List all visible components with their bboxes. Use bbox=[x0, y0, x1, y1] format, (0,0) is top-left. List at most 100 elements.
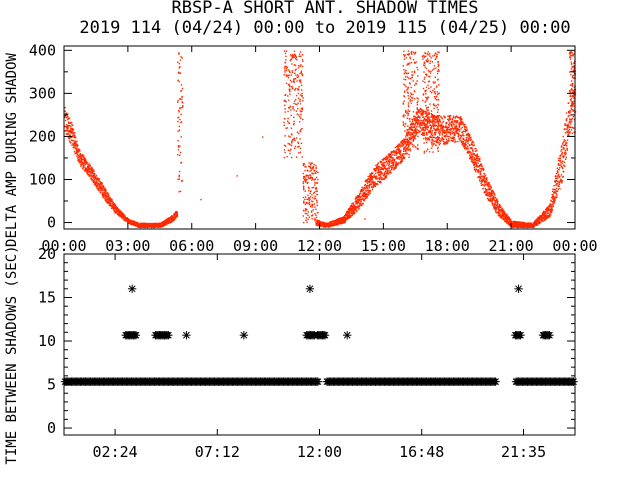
amplitude-point bbox=[453, 134, 455, 136]
amplitude-point bbox=[431, 141, 433, 143]
amplitude-point bbox=[316, 222, 319, 224]
amplitude-point bbox=[406, 132, 408, 134]
amplitude-point bbox=[297, 146, 299, 148]
amplitude-point bbox=[289, 79, 292, 82]
amplitude-point bbox=[544, 212, 546, 214]
amplitude-point bbox=[78, 156, 80, 158]
amplitude-point bbox=[173, 219, 175, 221]
amplitude-point bbox=[352, 210, 355, 212]
amplitude-point bbox=[83, 162, 86, 164]
amplitude-point bbox=[83, 155, 85, 157]
amplitude-point bbox=[308, 203, 311, 205]
amplitude-point bbox=[96, 182, 99, 184]
amplitude-point bbox=[564, 132, 567, 134]
amplitude-point bbox=[391, 168, 393, 171]
amplitude-point bbox=[77, 151, 79, 153]
amplitude-point bbox=[358, 205, 361, 207]
amplitude-point bbox=[181, 98, 183, 101]
amplitude-point bbox=[77, 158, 79, 161]
amplitude-point bbox=[405, 111, 407, 113]
amplitude-point bbox=[483, 191, 486, 193]
amplitude-point bbox=[68, 140, 71, 142]
amplitude-point bbox=[406, 143, 409, 145]
amplitude-point bbox=[570, 95, 572, 97]
amplitude-point bbox=[375, 169, 378, 172]
amplitude-point bbox=[407, 54, 410, 56]
amplitude-point bbox=[313, 219, 316, 221]
amplitude-point bbox=[305, 175, 307, 177]
amplitude-point bbox=[413, 115, 416, 117]
amplitude-point bbox=[181, 87, 184, 90]
amplitude-point bbox=[173, 214, 176, 216]
amplitude-point bbox=[495, 199, 497, 202]
amplitude-point bbox=[303, 163, 305, 165]
amplitude-point bbox=[91, 170, 94, 172]
amplitude-point bbox=[349, 208, 352, 211]
amplitude-point bbox=[536, 219, 538, 221]
amplitude-point bbox=[383, 164, 386, 166]
amplitude-point bbox=[518, 224, 520, 227]
amplitude-point bbox=[382, 178, 384, 180]
amplitude-point bbox=[432, 124, 435, 126]
amplitude-point bbox=[70, 130, 72, 133]
amplitude-point bbox=[403, 143, 405, 146]
amplitude-point bbox=[368, 185, 371, 188]
amplitude-point bbox=[540, 221, 542, 223]
amplitude-point bbox=[305, 209, 307, 211]
amplitude-point bbox=[438, 131, 440, 133]
amplitude-point bbox=[84, 164, 87, 166]
amplitude-point bbox=[93, 170, 95, 172]
amplitude-point bbox=[297, 108, 299, 110]
amplitude-point bbox=[571, 94, 574, 97]
amplitude-point bbox=[292, 124, 295, 126]
amplitude-point bbox=[289, 136, 291, 138]
amplitude-point bbox=[303, 177, 305, 180]
amplitude-point bbox=[438, 129, 440, 131]
amplitude-point bbox=[487, 194, 490, 197]
amplitude-point bbox=[561, 162, 563, 165]
amplitude-point bbox=[393, 154, 396, 156]
amplitude-point bbox=[427, 113, 429, 115]
amplitude-point bbox=[344, 215, 346, 217]
amplitude-point bbox=[432, 135, 434, 137]
amplitude-point bbox=[354, 206, 356, 209]
amplitude-point bbox=[527, 222, 530, 225]
amplitude-point bbox=[286, 66, 288, 68]
amplitude-point bbox=[445, 133, 448, 136]
amplitude-point bbox=[311, 172, 313, 174]
amplitude-point bbox=[100, 186, 102, 188]
amplitude-point bbox=[434, 124, 436, 126]
amplitude-point bbox=[488, 187, 491, 190]
amplitude-point bbox=[374, 181, 376, 183]
amplitude-point bbox=[399, 151, 401, 154]
amplitude-point bbox=[69, 131, 71, 134]
amplitude-point bbox=[507, 221, 509, 223]
amplitude-point bbox=[352, 208, 354, 210]
amplitude-point bbox=[299, 138, 301, 140]
amplitude-point bbox=[439, 142, 441, 145]
amplitude-point bbox=[389, 162, 391, 164]
amplitude-point bbox=[517, 223, 520, 226]
amplitude-point bbox=[473, 167, 475, 169]
amplitude-point bbox=[452, 136, 454, 138]
amplitude-point bbox=[324, 222, 327, 224]
amplitude-point bbox=[358, 208, 360, 210]
amplitude-point bbox=[368, 187, 370, 189]
amplitude-point bbox=[389, 154, 391, 157]
amplitude-point bbox=[387, 156, 389, 159]
amplitude-point bbox=[457, 140, 459, 143]
amplitude-point bbox=[397, 152, 399, 154]
amplitude-point bbox=[298, 132, 300, 135]
amplitude-point bbox=[372, 186, 375, 188]
amplitude-point bbox=[69, 121, 72, 124]
amplitude-point bbox=[497, 200, 499, 203]
amplitude-point bbox=[377, 180, 379, 183]
amplitude-point bbox=[364, 195, 366, 198]
amplitude-point bbox=[312, 200, 314, 203]
amplitude-point bbox=[348, 214, 351, 216]
amplitude-point bbox=[338, 220, 341, 223]
amplitude-point bbox=[423, 126, 426, 129]
amplitude-point bbox=[412, 134, 415, 137]
amplitude-point bbox=[293, 80, 295, 82]
amplitude-point bbox=[417, 100, 419, 102]
